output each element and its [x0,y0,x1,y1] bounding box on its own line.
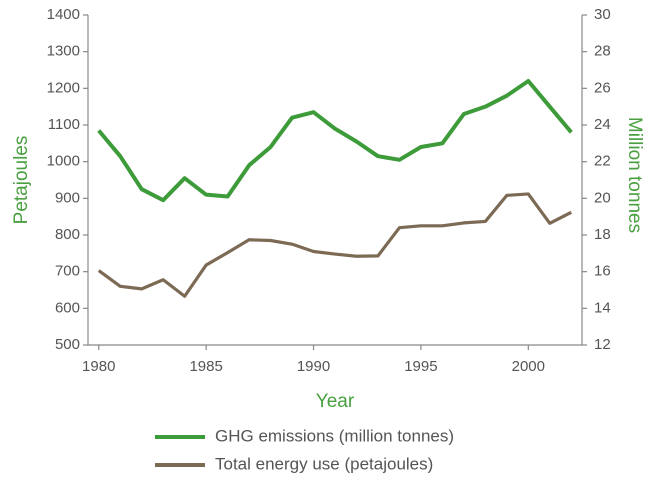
y-tick-label: 600 [55,299,80,316]
y2-tick-label: 16 [594,263,611,280]
y-tick-label: 1200 [47,79,80,96]
y2-tick-label: 20 [594,189,611,206]
y-tick-label: 900 [55,189,80,206]
y2-tick-label: 28 [594,43,611,60]
y2-tick-label: 14 [594,299,611,316]
y-tick-label: 1300 [47,43,80,60]
y2-axis-title: Million tonnes [624,117,645,233]
legend-label: Total energy use (petajoules) [215,454,433,473]
x-tick-label: 1995 [404,358,437,375]
x-axis-title: Year [316,391,355,412]
x-tick-label: 2000 [512,358,545,375]
series-line [97,192,572,298]
y-tick-label: 1100 [48,116,80,133]
y-tick-label: 800 [55,226,80,243]
x-tick-label: 1985 [189,358,222,375]
x-tick-label: 1980 [82,358,115,375]
y2-tick-label: 26 [594,79,611,96]
y2-tick-label: 30 [594,6,611,23]
y2-tick-label: 12 [594,336,611,353]
x-tick-label: 1990 [297,358,330,375]
y2-tick-label: 18 [594,226,611,243]
y-axis-title: Petajoules [11,136,32,225]
y2-tick-label: 24 [594,116,611,133]
y2-tick-label: 22 [594,153,611,170]
y-tick-label: 500 [55,336,80,353]
series-line [97,79,573,203]
legend-label: GHG emissions (million tonnes) [215,426,454,445]
y-tick-label: 1400 [47,6,80,23]
y-tick-label: 1000 [47,153,80,170]
y-tick-label: 700 [55,263,80,280]
